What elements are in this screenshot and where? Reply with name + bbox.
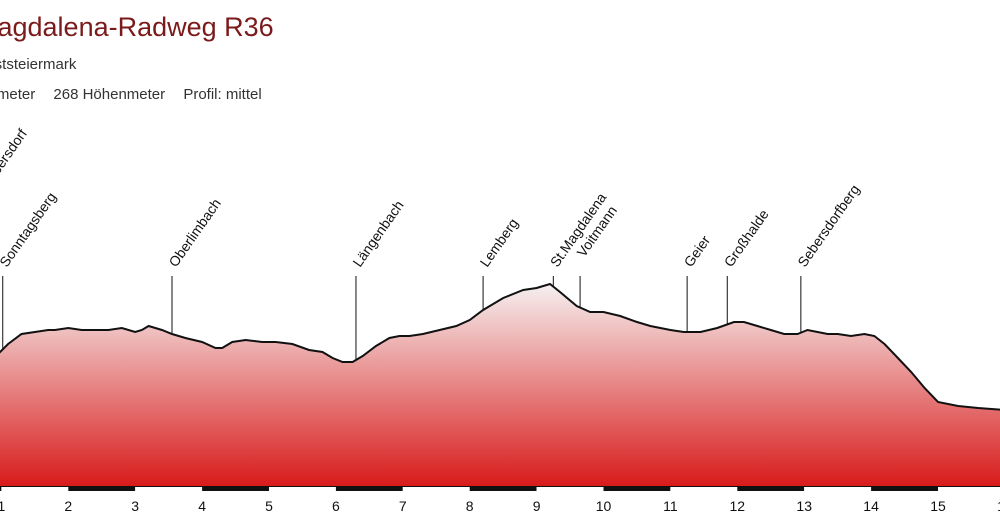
x-tick-label: 12: [730, 498, 746, 514]
x-tick-label: 1: [0, 498, 6, 514]
axis-segment: [670, 486, 738, 491]
x-tick-label: 7: [399, 498, 407, 514]
axis-segment: [269, 486, 336, 491]
axis-segment: [938, 486, 1000, 491]
axis-segment: [0, 486, 2, 491]
axis-segment: [135, 486, 203, 491]
annotation-label-l-ngenbach: Längenbach: [349, 197, 406, 269]
axis-segment: [1, 486, 69, 491]
chart-title: Magdalena-Radweg R36: [0, 12, 274, 42]
x-tick-label: 15: [930, 498, 946, 514]
axis-segment: [68, 486, 136, 491]
x-tick-label: 13: [796, 498, 812, 514]
axis-segment: [536, 486, 604, 491]
x-tick-label: 4: [198, 498, 206, 514]
x-tick-label: 2: [64, 498, 72, 514]
x-tick-label: 14: [863, 498, 879, 514]
annotation-label-gro-halde: Großhalde: [721, 206, 772, 270]
annotation-label-sonntagsberg: Sonntagsberg: [0, 189, 59, 270]
x-tick-label: 10: [596, 498, 612, 514]
route-stats: 16 Kilometer 268 Höhenmeter Profil: mitt…: [0, 86, 276, 103]
x-tick-label: 16: [997, 498, 1000, 514]
axis-segment: [603, 486, 671, 491]
annotation-label-geier: Geier: [680, 232, 713, 269]
elevation-line: [0, 282, 1000, 411]
annotation-label-sebersdorfberg: Sebersdorfberg: [794, 181, 862, 269]
annotation-label-ebersdorf: Ebersdorf: [0, 126, 30, 185]
axis-segment: [335, 486, 403, 491]
x-tick-label: 3: [131, 498, 139, 514]
x-tick-label: 9: [533, 498, 541, 514]
axis-segment: [402, 486, 470, 491]
annotation-label-oberlimbach: Oberlimbach: [165, 196, 224, 270]
x-tick-label: 5: [265, 498, 273, 514]
axis-segment: [871, 486, 938, 491]
elevation-area: [0, 284, 1000, 487]
x-tick-label: 6: [332, 498, 340, 514]
axis-segment: [737, 486, 805, 491]
x-tick-label: 11: [663, 498, 678, 514]
axis-segment: [804, 486, 872, 491]
profile-label: Profil: mittel: [183, 86, 262, 103]
x-tick-label: 8: [466, 498, 474, 514]
axis-segment: [202, 486, 269, 491]
elevation-gain-label: 268 Höhenmeter: [53, 86, 166, 103]
region-label: Oststeiermark: [0, 56, 77, 73]
distance-label: 16 Kilometer: [0, 86, 36, 103]
distance-axis: 12345678910111213141516: [0, 486, 1000, 514]
annotation-label-lemberg: Lemberg: [476, 215, 521, 269]
axis-segment: [469, 486, 537, 491]
